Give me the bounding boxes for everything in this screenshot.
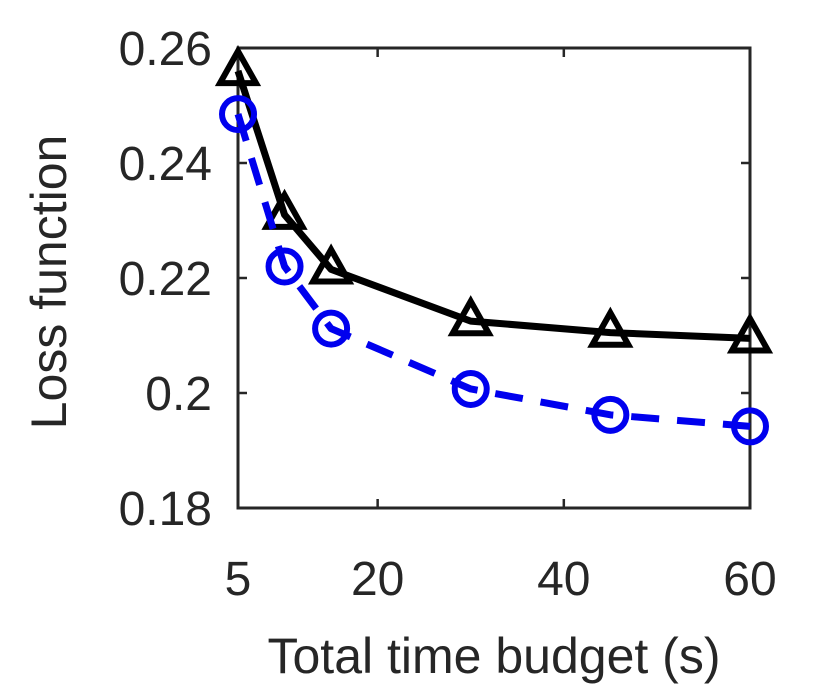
x-tick-label: 60 [723, 553, 776, 606]
x-tick-labels: 5 20 40 60 [225, 553, 777, 606]
series-layer [214, 45, 774, 446]
x-tick-label: 40 [537, 553, 590, 606]
series-1-point [726, 312, 774, 354]
series-2-point [731, 407, 769, 446]
x-tick-label: 5 [225, 553, 252, 606]
x-axis-title: Total time budget (s) [268, 628, 721, 684]
series-1-point [214, 45, 262, 87]
x-tick-label: 20 [351, 553, 404, 606]
series-line-1 [234, 69, 751, 342]
series-2-point [312, 309, 351, 348]
y-tick-label: 0.18 [119, 483, 212, 536]
series-1-point [587, 306, 634, 348]
y-tick-label: 0.24 [119, 138, 212, 191]
plot-area [236, 46, 752, 510]
series-1-point [307, 243, 355, 285]
series-2-point [219, 95, 257, 134]
series-1-point [261, 188, 308, 230]
y-tick-labels: 0.18 0.2 0.22 0.24 0.26 [119, 23, 212, 536]
series-2-point [451, 369, 490, 408]
series-line-2 [234, 113, 751, 430]
y-tick-label: 0.2 [145, 368, 212, 421]
series-2-point [591, 395, 630, 434]
y-axis-title: Loss function [21, 135, 77, 430]
series-2-point [265, 247, 304, 286]
y-tick-label: 0.22 [119, 253, 212, 306]
y-tick-label: 0.26 [119, 23, 212, 76]
series-1-point [447, 295, 494, 337]
